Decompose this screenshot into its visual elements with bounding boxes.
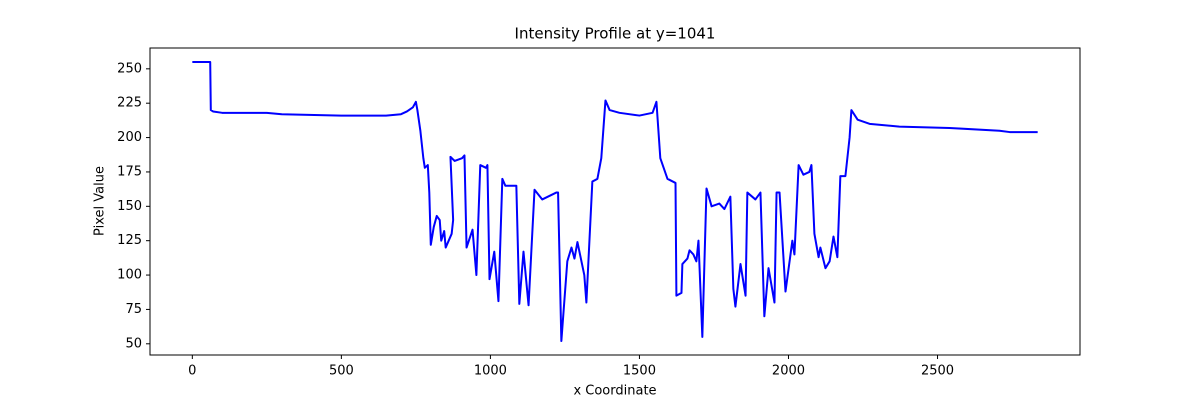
y-tick-label: 175 <box>117 164 142 179</box>
y-tick-label: 250 <box>117 61 142 76</box>
chart-title: Intensity Profile at y=1041 <box>515 25 716 43</box>
x-tick-label: 0 <box>188 364 196 379</box>
x-tick-label: 500 <box>329 364 354 379</box>
x-tick-label: 2000 <box>772 364 805 379</box>
y-tick-label: 200 <box>117 130 142 145</box>
plot-frame <box>149 47 1081 356</box>
y-tick-label: 50 <box>125 336 142 351</box>
x-tick-label: 1500 <box>623 364 656 379</box>
x-axis-label: x Coordinate <box>573 384 656 399</box>
y-axis-label: Pixel Value <box>93 166 108 236</box>
y-tick-label: 150 <box>117 199 142 214</box>
y-tick-label: 225 <box>117 96 142 111</box>
y-tick-label: 100 <box>117 268 142 283</box>
y-tick-label: 125 <box>117 233 142 248</box>
x-tick-label: 2500 <box>921 364 954 379</box>
y-tick-label: 75 <box>125 302 142 317</box>
x-tick-label: 1000 <box>474 364 507 379</box>
data-line <box>192 60 1038 343</box>
